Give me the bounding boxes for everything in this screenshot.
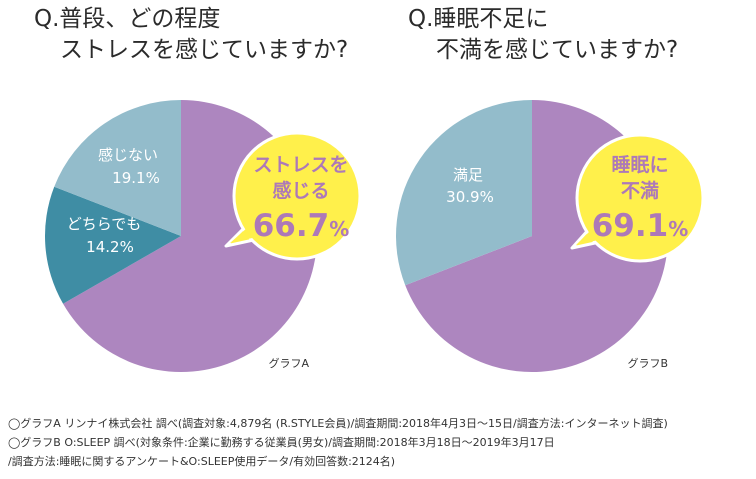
callout-a-label-line1: ストレスを — [253, 154, 348, 176]
pie-a-slice-3 — [54, 100, 181, 236]
callout-b-label-line2: 不満 — [621, 180, 659, 202]
slice-value-manzoku: 30.9% — [446, 188, 494, 206]
callout-b-value-number: 69.1 — [592, 208, 669, 244]
callout-bubble-a: ストレスを 感じる 66.7% — [224, 131, 362, 261]
callout-b-label-line1: 睡眠に — [611, 154, 668, 176]
callout-b-value: 69.1% — [592, 208, 689, 244]
chart-b-caption: グラフB — [627, 356, 668, 370]
callout-a-value: 66.7% — [253, 208, 350, 244]
slice-label-manzoku: 満足 — [453, 166, 483, 184]
slice-label-dochirademo: どちらでも — [67, 215, 142, 233]
source-note-a: ◯グラフA リンナイ株式会社 調べ(調査対象:4,879名 (R.STYLE会員… — [8, 417, 668, 430]
slice-value-kanjinai: 19.1% — [112, 169, 160, 187]
callout-a-label-line2: 感じる — [272, 179, 329, 202]
callout-bubble-a-circle — [232, 131, 362, 261]
source-note-b-cont: /調査方法:睡眠に関するアンケート&O:SLEEP使用データ/有効回答数:212… — [8, 455, 396, 468]
charts-canvas: 感じない 19.1% どちらでも 14.2% ストレスを 感じる 66.7% グ… — [44, 100, 705, 373]
chart-b-title-line1: Q.睡眠不足に — [408, 6, 549, 32]
slice-label-kanjinai: 感じない — [98, 146, 158, 164]
callout-a-value-number: 66.7 — [253, 208, 330, 244]
chart-b-title: Q.睡眠不足に 不満を感じていますか? — [408, 4, 678, 66]
chart-a-caption: グラフA — [268, 356, 309, 370]
pie-a-slice-2 — [44, 186, 182, 304]
chart-a-title-line1: Q.普段、どの程度 — [34, 6, 221, 32]
slice-value-dochirademo: 14.2% — [86, 238, 134, 256]
source-note-b: ◯グラフB O:SLEEP 調べ(対象条件:企業に勤務する従業員(男女)/調査期… — [8, 436, 555, 449]
chart-b-title-line2: 不満を感じていますか? — [436, 37, 679, 63]
chart-a-title-line2: ストレスを感じていますか? — [60, 37, 349, 63]
pie-b-slice-2 — [396, 100, 532, 286]
callout-b-value-unit: % — [668, 217, 688, 241]
source-notes: ◯グラフA リンナイ株式会社 調べ(調査対象:4,879名 (R.STYLE会員… — [8, 414, 668, 471]
pie-chart-b: 満足 30.9% 睡眠に 不満 69.1% グラフB — [396, 100, 705, 372]
chart-a-title: Q.普段、どの程度 ストレスを感じていますか? — [30, 4, 348, 66]
callout-a-value-unit: % — [329, 217, 349, 241]
pie-chart-a: 感じない 19.1% どちらでも 14.2% ストレスを 感じる 66.7% グ… — [44, 100, 362, 373]
callout-bubble-b: 睡眠に 不満 69.1% — [570, 133, 705, 263]
